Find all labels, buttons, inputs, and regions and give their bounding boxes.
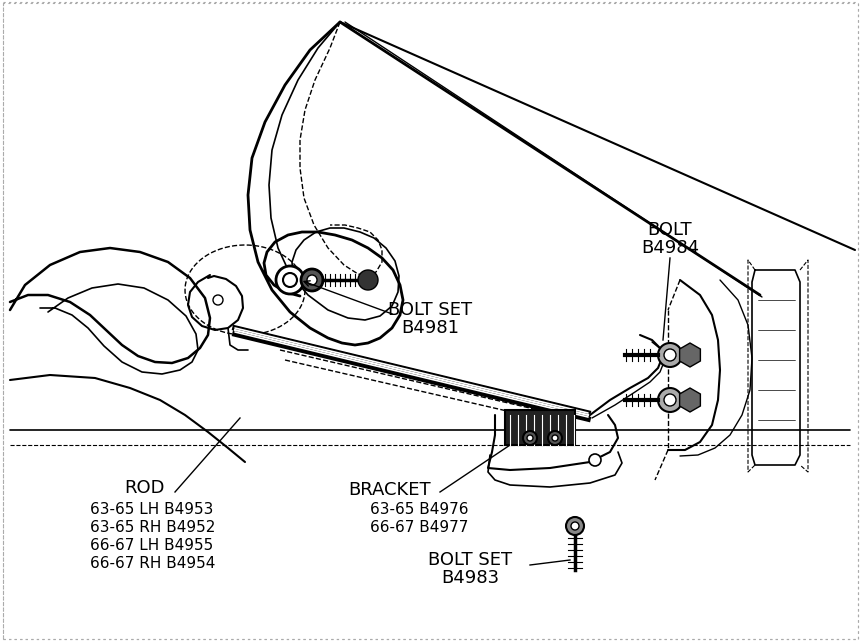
- Text: 63-65 B4976: 63-65 B4976: [370, 503, 468, 517]
- Circle shape: [301, 269, 323, 291]
- Circle shape: [566, 517, 584, 535]
- Text: ROD: ROD: [125, 479, 165, 497]
- Text: BRACKET: BRACKET: [349, 481, 431, 499]
- Bar: [505, 410, 575, 445]
- Circle shape: [276, 266, 304, 294]
- Text: B4983: B4983: [441, 569, 499, 587]
- Circle shape: [658, 388, 682, 412]
- Text: BOLT SET: BOLT SET: [388, 301, 472, 319]
- Circle shape: [523, 431, 537, 445]
- Circle shape: [571, 522, 579, 530]
- Text: 63-65 RH B4952: 63-65 RH B4952: [90, 521, 215, 535]
- Circle shape: [552, 435, 558, 441]
- Text: B4981: B4981: [401, 319, 459, 337]
- Circle shape: [213, 295, 223, 305]
- Circle shape: [664, 394, 676, 406]
- Circle shape: [658, 343, 682, 367]
- Text: B4984: B4984: [641, 239, 699, 257]
- Circle shape: [358, 270, 378, 290]
- Text: 66-67 LH B4955: 66-67 LH B4955: [90, 539, 214, 553]
- Circle shape: [527, 435, 533, 441]
- Circle shape: [664, 349, 676, 361]
- Circle shape: [589, 454, 601, 466]
- Text: BOLT SET: BOLT SET: [428, 551, 512, 569]
- Text: 66-67 RH B4954: 66-67 RH B4954: [90, 557, 215, 571]
- Text: 66-67 B4977: 66-67 B4977: [370, 521, 468, 535]
- Text: BOLT: BOLT: [647, 221, 692, 239]
- Circle shape: [548, 431, 562, 445]
- Circle shape: [307, 275, 317, 285]
- Text: 63-65 LH B4953: 63-65 LH B4953: [90, 503, 214, 517]
- Circle shape: [283, 273, 297, 287]
